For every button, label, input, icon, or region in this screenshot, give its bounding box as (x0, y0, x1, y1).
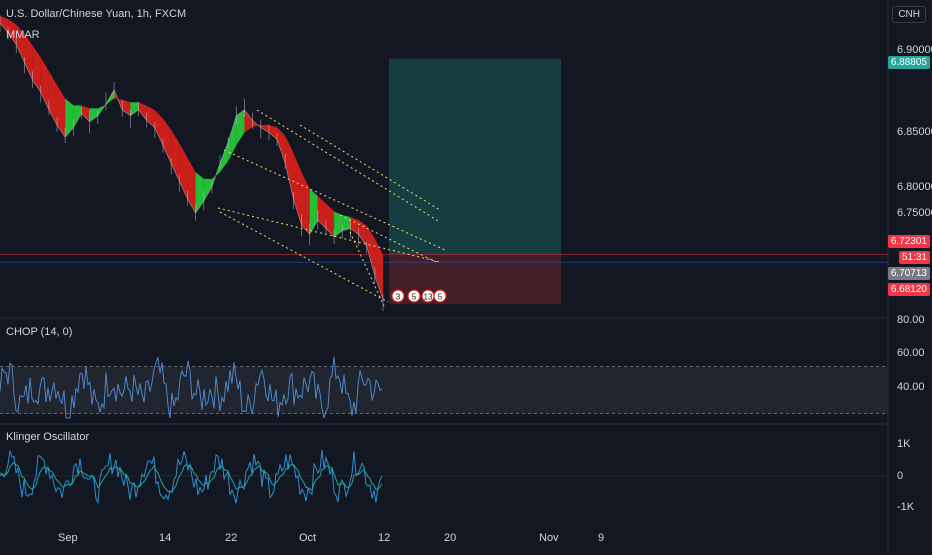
ribbon-segment (195, 172, 204, 214)
time-tick: Oct (299, 532, 317, 544)
klinger-tick: 1K (897, 438, 911, 450)
ribbon-segment (366, 225, 375, 276)
projection-line (223, 149, 446, 251)
symbol-title[interactable]: U.S. Dollar/Chinese Yuan, 1h, FXCM (6, 8, 187, 20)
chop-line (0, 356, 383, 419)
projection-line (349, 231, 385, 307)
event-badge (433, 289, 447, 303)
klinger-pane-title[interactable]: Klinger Oscillator (6, 431, 90, 443)
time-tick: 20 (444, 532, 457, 544)
ribbon-segment (122, 99, 131, 116)
ribbon-segment (342, 215, 351, 231)
time-tick: 22 (225, 532, 238, 544)
ribbon-segment (317, 195, 326, 229)
countdown-tag: 51:31 (898, 251, 930, 264)
ribbon-segment (268, 125, 278, 140)
time-tick: Sep (58, 532, 78, 544)
chop-pane-title[interactable]: CHOP (14, 0) (6, 326, 73, 338)
ribbon-segment (0, 16, 9, 33)
projection-line (217, 207, 441, 263)
last-price-tag: 6.70713 (887, 267, 930, 280)
ribbon-segment (325, 203, 335, 237)
ribbon-segment (162, 118, 172, 164)
ribbon-segment (277, 127, 286, 164)
stop-price-tag: 6.68120 (887, 283, 930, 296)
ribbon-segment (138, 102, 147, 121)
ribbon-segment (358, 220, 367, 247)
event-badge-label: 3 (396, 293, 401, 302)
currency-button[interactable]: CNH (892, 6, 926, 23)
target-zone (389, 58, 561, 255)
ribbon-segment (171, 129, 180, 182)
chop-band (0, 366, 888, 414)
target-price-tag: 6.88805 (887, 56, 930, 69)
event-badge (407, 289, 421, 303)
ribbon-segment (65, 98, 74, 138)
event-badge-label: 5 (438, 293, 443, 302)
entry-price-tag: 6.72301 (887, 235, 930, 248)
time-tick: 14 (159, 532, 172, 544)
chop-tick: 80.00 (897, 314, 925, 326)
ribbon-segment (40, 57, 49, 110)
event-badge-label: 13 (424, 293, 433, 302)
ribbon-segment (244, 109, 253, 133)
ribbon-segment (32, 45, 41, 93)
ribbon-segment (236, 109, 245, 146)
klinger-tick: 0 (897, 470, 904, 482)
klinger-line (0, 449, 383, 504)
klinger-tick: -1K (897, 501, 915, 513)
ribbon-segment (48, 71, 58, 126)
ribbon-segment (220, 141, 229, 173)
price-tick: 6.80000 (897, 181, 932, 193)
ribbon-segment (73, 105, 82, 128)
indicator-label-mmar[interactable]: MMAR (6, 29, 40, 41)
ribbon-segment (81, 105, 90, 122)
ribbon-segment (301, 172, 310, 235)
chop-tick: 40.00 (897, 381, 925, 393)
ribbon-segment (285, 135, 294, 199)
ribbon-segment (374, 238, 383, 300)
price-tick: 6.90000 (897, 44, 932, 56)
chop-tick: 60.00 (897, 347, 925, 359)
ribbon-segment (228, 115, 237, 161)
ribbon-segment (260, 124, 269, 133)
event-badge (391, 289, 405, 303)
ribbon-segment (293, 152, 302, 225)
ribbon-segment (8, 19, 17, 45)
ribbon-segment (203, 178, 212, 202)
ribbon-segment (89, 108, 98, 122)
ribbon-segment (16, 24, 25, 63)
ribbon-segment (130, 102, 139, 116)
price-tick: 6.85000 (897, 126, 932, 138)
ribbon-segment (334, 211, 343, 237)
price-tick: 6.75000 (897, 207, 932, 219)
time-tick: 12 (378, 532, 391, 544)
ribbon-segment (24, 33, 33, 81)
time-tick: 9 (598, 532, 605, 544)
projection-line (299, 124, 441, 211)
ribbon-segment (187, 157, 196, 214)
projection-line (219, 211, 389, 303)
projection-line (256, 109, 441, 223)
time-tick: Nov (539, 532, 559, 544)
ribbon-segment (350, 216, 359, 235)
ribbon-segment (57, 85, 66, 138)
event-badge-label: 5 (412, 293, 417, 302)
ribbon-segment (154, 110, 163, 146)
price-line-series (0, 23, 384, 300)
klinger-signal-line (0, 461, 383, 493)
